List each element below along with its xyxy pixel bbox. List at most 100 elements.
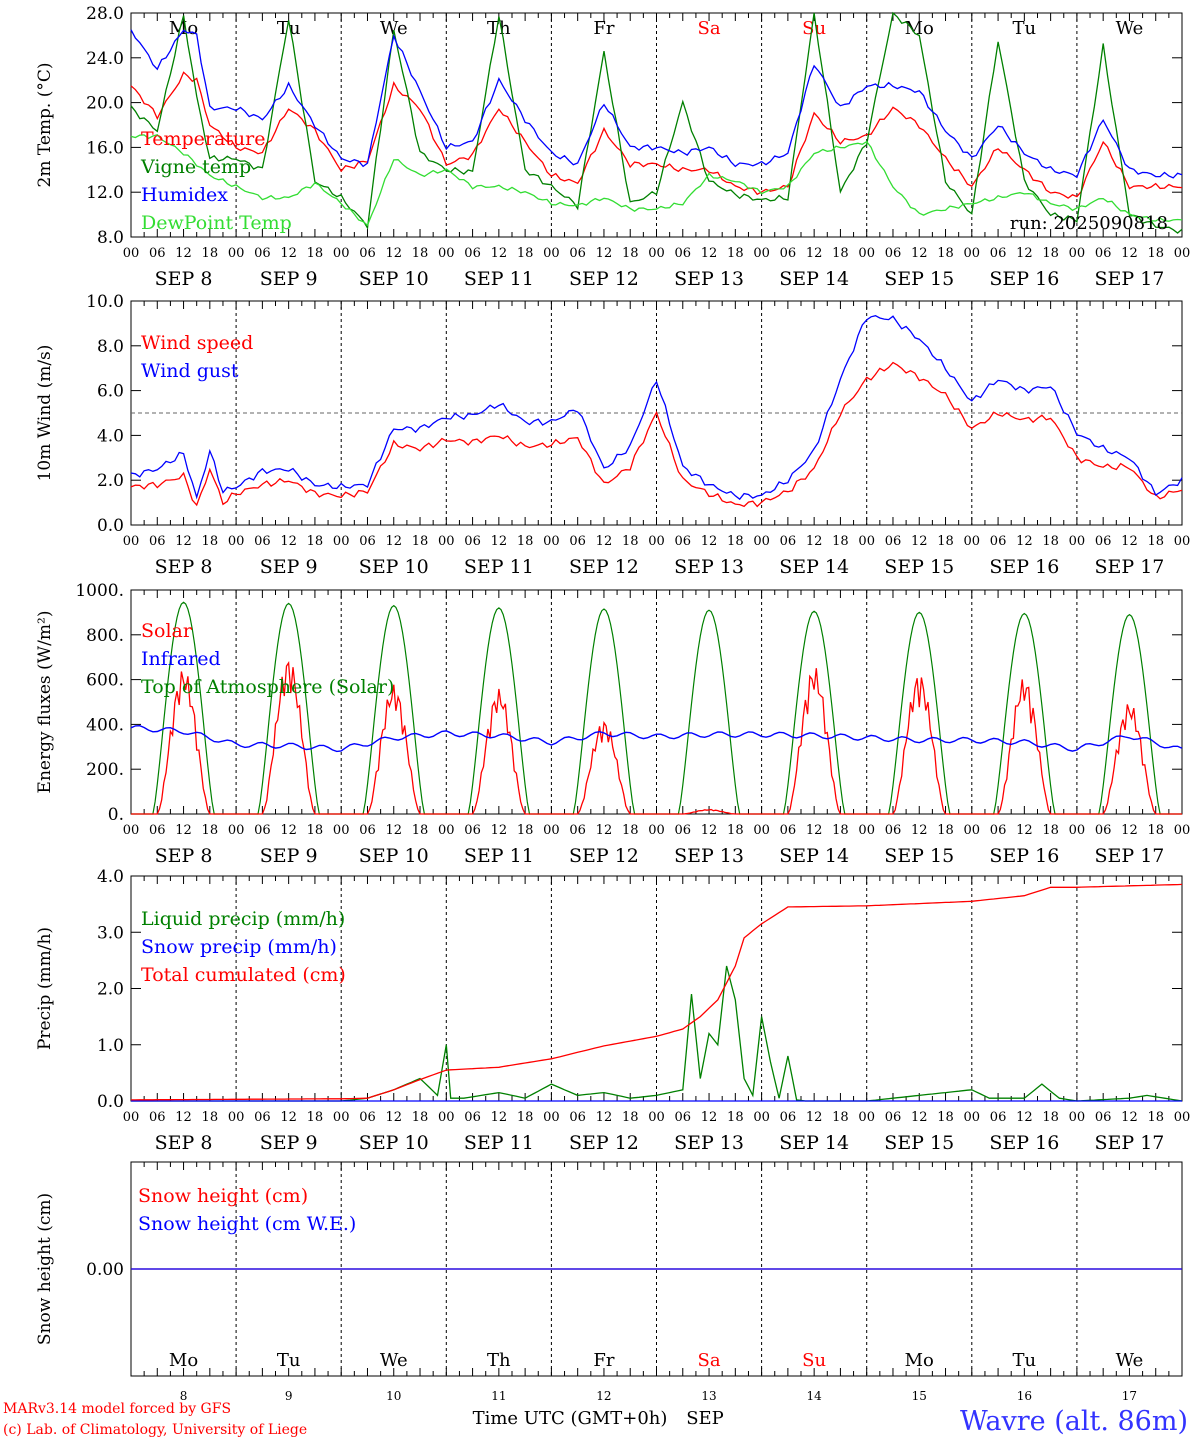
x-hour-label: 06	[254, 246, 271, 261]
x-hour-label: 00	[543, 1110, 560, 1125]
x-hour-label: 06	[359, 534, 376, 549]
series-dewpoint-temp	[130, 133, 1183, 227]
x-hour-label: 18	[1042, 534, 1059, 549]
x-dayname-label: Th	[487, 18, 511, 39]
legend-entry: Total cumulated (cm)	[141, 964, 346, 986]
x-hour-label: 00	[228, 823, 245, 838]
x-hour-label: 06	[359, 246, 376, 261]
x-hour-label: 12	[280, 823, 297, 838]
x-date-label: SEP 12	[569, 268, 639, 290]
x-hour-label: 12	[596, 246, 613, 261]
y-tick-label: 200.	[86, 760, 124, 780]
x-hour-label: 18	[622, 534, 639, 549]
panel-flux: 0. 200. 400. 600. 800. 1000. Energy fluxes (W/…	[35, 581, 1190, 867]
x-hour-label: 18	[202, 534, 219, 549]
panel-snow: 0.00 Snow height (cm) Mo 8 Tu 9 We 10 Th 11 Fr 12 Sa…	[35, 1161, 1183, 1403]
x-date-label: SEP 11	[464, 1132, 534, 1154]
x-date-label: SEP 12	[569, 1132, 639, 1154]
x-dayname-label: Fr	[593, 18, 614, 39]
x-hour-label: 00	[333, 534, 350, 549]
x-dayname-label: Tu	[1013, 18, 1037, 39]
x-dayname-label: Tu	[277, 18, 301, 39]
y-tick-label: 4.0	[97, 426, 124, 446]
x-date-label: SEP 10	[359, 556, 429, 578]
x-hour-label: 12	[491, 1110, 508, 1125]
x-hour-label: 18	[727, 1110, 744, 1125]
x-hour-label: 12	[806, 534, 823, 549]
x-hour-label: 06	[990, 534, 1007, 549]
x-date-label: SEP 11	[464, 556, 534, 578]
x-hour-label: 12	[911, 1110, 928, 1125]
x-hour-label: 06	[254, 534, 271, 549]
x-hour-label: 06	[359, 1110, 376, 1125]
x-hour-label: 12	[175, 823, 192, 838]
x-hour-label: 06	[464, 1110, 481, 1125]
panel-frame	[130, 589, 1183, 815]
x-date-label: SEP 16	[989, 1132, 1059, 1154]
x-hour-label: 00	[648, 823, 665, 838]
x-daynum-label: 8	[180, 1389, 188, 1403]
x-hour-label: 18	[937, 1110, 954, 1125]
x-hour-label: 06	[1095, 534, 1112, 549]
x-date-label: SEP 17	[1095, 268, 1165, 290]
y-tick-label: 20.0	[86, 94, 124, 114]
x-hour-label: 18	[832, 246, 849, 261]
x-daynum-label: 17	[1122, 1389, 1137, 1403]
x-hour-label: 00	[964, 1110, 981, 1125]
x-dayname-label: Tu	[1013, 1350, 1037, 1371]
x-hour-label: 18	[202, 246, 219, 261]
y-tick-label: 4.0	[97, 867, 124, 887]
x-date-label: SEP 9	[260, 268, 318, 290]
x-hour-label: 06	[780, 823, 797, 838]
y-tick-label: 0.	[108, 805, 124, 825]
x-daynum-label: 14	[807, 1389, 823, 1403]
x-hour-label: 00	[1069, 823, 1086, 838]
x-hour-label: 12	[491, 823, 508, 838]
x-hour-label: 18	[832, 823, 849, 838]
x-hour-label: 18	[1147, 823, 1164, 838]
x-hour-label: 18	[1147, 246, 1164, 261]
x-hour-label: 12	[1121, 534, 1138, 549]
x-hour-label: 12	[385, 1110, 402, 1125]
x-hour-label: 18	[622, 246, 639, 261]
x-hour-label: 00	[438, 246, 455, 261]
x-hour-label: 12	[1121, 823, 1138, 838]
x-hour-label: 00	[858, 246, 875, 261]
x-hour-label: 18	[622, 823, 639, 838]
x-hour-label: 18	[832, 1110, 849, 1125]
legend-entry: Humidex	[141, 184, 228, 206]
x-hour-label: 06	[254, 1110, 271, 1125]
x-date-label: SEP 15	[884, 556, 954, 578]
x-dayname-label: We	[1116, 18, 1144, 39]
x-dayname-label: We	[380, 18, 408, 39]
x-date-label: SEP 16	[989, 845, 1059, 867]
x-hour-label: 00	[543, 823, 560, 838]
x-hour-label: 00	[1174, 823, 1191, 838]
legend-entry: Top of Atmosphere (Solar)	[141, 676, 394, 698]
series-solar	[131, 660, 1182, 815]
x-hour-label: 12	[280, 534, 297, 549]
x-date-label: SEP 10	[359, 1132, 429, 1154]
y-tick-label: 24.0	[86, 49, 124, 69]
x-hour-label: 18	[307, 246, 324, 261]
x-hour-label: 00	[228, 246, 245, 261]
x-hour-label: 12	[806, 1110, 823, 1125]
x-hour-label: 12	[596, 1110, 613, 1125]
x-hour-label: 12	[280, 246, 297, 261]
x-hour-label: 12	[701, 1110, 718, 1125]
x-hour-label: 12	[596, 823, 613, 838]
x-hour-label: 00	[1174, 1110, 1191, 1125]
x-hour-label: 12	[911, 534, 928, 549]
x-dayname-label: We	[380, 1350, 408, 1371]
y-tick-label: 1.0	[97, 1036, 124, 1056]
y-tick-label: 12.0	[86, 183, 124, 203]
x-hour-label: 06	[885, 823, 902, 838]
legend-entry: Snow height (cm W.E.)	[138, 1213, 356, 1235]
x-date-label: SEP 9	[260, 1132, 318, 1154]
x-hour-label: 06	[675, 534, 692, 549]
y-axis-label: Energy fluxes (W/m²)	[35, 611, 55, 794]
x-date-label: SEP 9	[260, 556, 318, 578]
x-hour-label: 00	[753, 823, 770, 838]
x-hour-label: 06	[1095, 1110, 1112, 1125]
x-hour-label: 00	[753, 246, 770, 261]
